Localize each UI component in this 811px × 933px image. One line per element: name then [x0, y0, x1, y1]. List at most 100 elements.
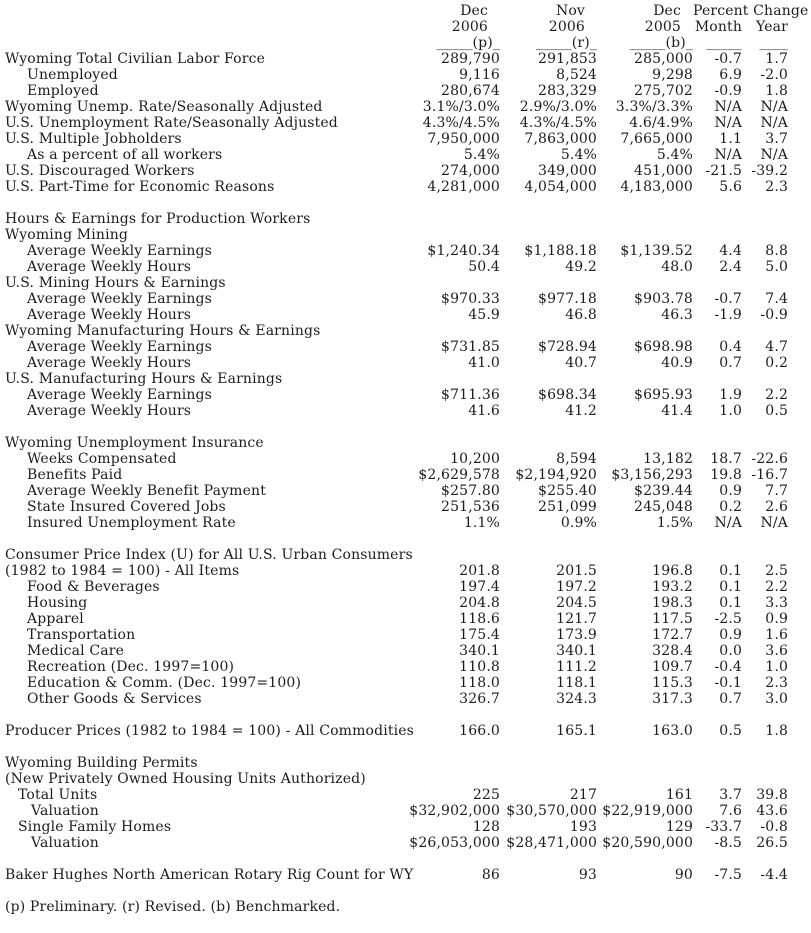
- pct-change-month: -21.5: [705, 163, 742, 179]
- value-nov-2006: 349,000: [538, 163, 597, 179]
- col-header-dec-2005-month: Dec: [653, 3, 681, 19]
- pct-change-month: [693, 211, 742, 227]
- pct-change-month: 18.7: [710, 451, 742, 467]
- pct-change-month: 4.4: [719, 243, 742, 259]
- value-dec-2006: 41.0: [468, 355, 500, 371]
- value-dec-2006: $32,902,000: [409, 803, 500, 819]
- row-label: Wyoming Manufacturing Hours & Earnings: [5, 323, 321, 339]
- pct-change-year: 43.6: [756, 803, 788, 819]
- value-nov-2006: 283,329: [538, 83, 597, 99]
- pct-change-year: [742, 211, 788, 227]
- value-dec-2005: 5.4%: [656, 147, 693, 163]
- value-nov-2006: $698.34: [538, 387, 597, 403]
- value-dec-2006: 251,536: [441, 499, 500, 515]
- pct-change-year: 2.2: [765, 579, 788, 595]
- pct-change-month: 1.0: [719, 403, 742, 419]
- pct-change-month: -0.7: [714, 291, 742, 307]
- value-dec-2006: 274,000: [441, 163, 500, 179]
- row-label: Wyoming Unemployment Insurance: [5, 435, 264, 451]
- pct-change-year: [742, 323, 788, 339]
- value-dec-2006: [404, 435, 500, 451]
- table-row: Average Weekly Hours 50.4 49.2 48.0 2.4 …: [0, 259, 811, 275]
- col-header-dec-2005-year: 2005: [644, 19, 681, 35]
- pct-change-year: 2.3: [765, 675, 788, 691]
- pct-change-month: 3.7: [719, 787, 742, 803]
- value-nov-2006: 165.1: [556, 723, 597, 739]
- row-label: Average Weekly Earnings: [27, 243, 212, 259]
- value-dec-2006: 204.8: [459, 595, 500, 611]
- value-dec-2005: [597, 755, 693, 771]
- table-section-row: Wyoming Mining: [0, 227, 811, 243]
- row-label: Wyoming Total Civilian Labor Force: [5, 51, 265, 67]
- value-dec-2006: 7,950,000: [427, 131, 500, 147]
- table-row: Valuation $26,053,000 $28,471,000 $20,59…: [0, 835, 811, 851]
- value-dec-2005: 161: [665, 787, 693, 803]
- value-nov-2006: [500, 755, 597, 771]
- value-dec-2005: 41.4: [661, 403, 693, 419]
- value-dec-2005: $239.44: [634, 483, 693, 499]
- value-dec-2006: $2,629,578: [418, 467, 500, 483]
- blank-line: [0, 883, 811, 899]
- value-nov-2006: [500, 547, 597, 563]
- value-dec-2006: 45.9: [468, 307, 500, 323]
- pct-change-month: -0.9: [714, 83, 742, 99]
- col-header-dec-2006-month: Dec: [460, 3, 488, 19]
- table-row: Average Weekly Hours 41.6 41.2 41.4 1.0 …: [0, 403, 811, 419]
- col-rule-year: ____: [759, 35, 788, 51]
- row-label: State Insured Covered Jobs: [27, 499, 226, 515]
- value-nov-2006: [500, 323, 597, 339]
- row-label: Average Weekly Earnings: [27, 339, 212, 355]
- table-row: Transportation 175.4 173.9 172.7 0.9 1.6: [0, 627, 811, 643]
- pct-change-year: 4.7: [765, 339, 788, 355]
- pct-change-year: 2.5: [765, 563, 788, 579]
- value-dec-2005: 109.7: [652, 659, 693, 675]
- row-label: Valuation: [31, 835, 99, 851]
- pct-change-year: -0.8: [760, 819, 788, 835]
- value-dec-2005: 90: [674, 867, 693, 883]
- value-nov-2006: $2,194,920: [515, 467, 597, 483]
- value-dec-2005: 4.6/4.9%: [629, 115, 693, 131]
- value-dec-2006: [404, 547, 500, 563]
- row-label: Average Weekly Hours: [27, 259, 192, 275]
- blank-line: [0, 707, 811, 723]
- pct-change-month: -8.5: [714, 835, 742, 851]
- blank-line: [0, 531, 811, 547]
- pct-change-year: [742, 771, 788, 787]
- footnote-text: (p) Preliminary. (r) Revised. (b) Benchm…: [5, 899, 341, 915]
- col-header-nov-2006-year: 2006: [548, 19, 585, 35]
- value-dec-2006: 289,790: [441, 51, 500, 67]
- blank-line: [0, 739, 811, 755]
- pct-change-month: [693, 227, 742, 243]
- value-dec-2006: [404, 755, 500, 771]
- value-dec-2005: 1.5%: [656, 515, 693, 531]
- col-header-dec-2006-year: 2006: [451, 19, 488, 35]
- pct-change-month: -7.5: [714, 867, 742, 883]
- table-section-row: U.S. Manufacturing Hours & Earnings: [0, 371, 811, 387]
- value-nov-2006: 201.5: [556, 563, 597, 579]
- value-dec-2005: $695.93: [634, 387, 693, 403]
- table-row: Baker Hughes North American Rotary Rig C…: [0, 867, 811, 883]
- col-header-percent-change: Percent Change: [693, 3, 809, 19]
- table-row: U.S. Unemployment Rate/Seasonally Adjust…: [0, 115, 811, 131]
- value-nov-2006: 324.3: [556, 691, 597, 707]
- table-row: Apparel 118.6 121.7 117.5 -2.5 0.9: [0, 611, 811, 627]
- table-row: U.S. Discouraged Workers 274,000 349,000…: [0, 163, 811, 179]
- table-row: Average Weekly Hours 41.0 40.7 40.9 0.7 …: [0, 355, 811, 371]
- value-dec-2005: [597, 211, 693, 227]
- table-row: Recreation (Dec. 1997=100) 110.8 111.2 1…: [0, 659, 811, 675]
- table-row: Benefits Paid $2,629,578 $2,194,920 $3,1…: [0, 467, 811, 483]
- blank-line: [0, 851, 811, 867]
- row-label: Unemployed: [27, 67, 118, 83]
- table-header-row-1: Dec Nov Dec Percent Change: [0, 3, 811, 19]
- pct-change-month: 1.1: [719, 131, 742, 147]
- pct-change-year: 2.6: [765, 499, 788, 515]
- value-nov-2006: 8,594: [556, 451, 597, 467]
- value-dec-2005: $22,919,000: [602, 803, 693, 819]
- row-label: Producer Prices (1982 to 1984 = 100) - A…: [5, 723, 415, 739]
- pct-change-month: 7.6: [719, 803, 742, 819]
- value-dec-2005: 193.2: [652, 579, 693, 595]
- pct-change-year: 1.8: [765, 83, 788, 99]
- table-row: U.S. Part-Time for Economic Reasons 4,28…: [0, 179, 811, 195]
- value-nov-2006: 111.2: [556, 659, 597, 675]
- table-row: Average Weekly Earnings $1,240.34 $1,188…: [0, 243, 811, 259]
